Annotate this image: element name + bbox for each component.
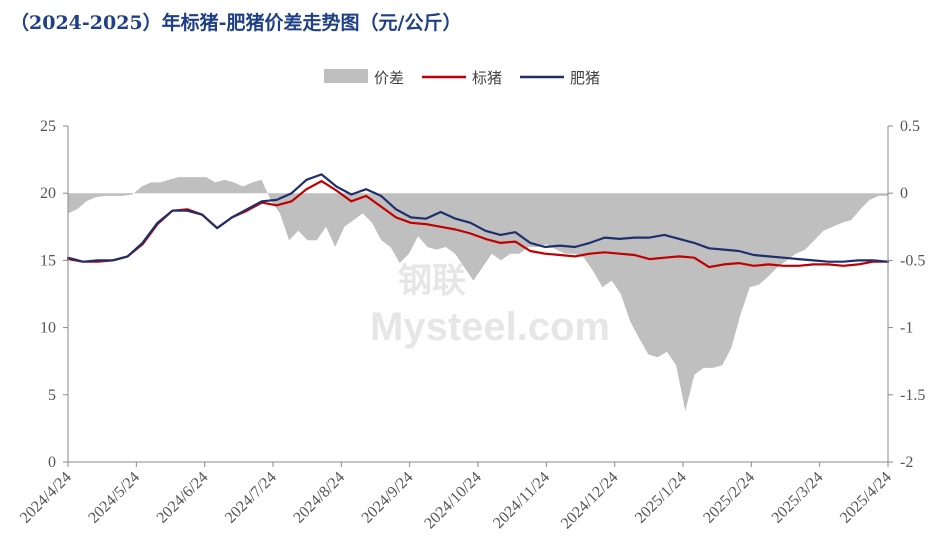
left-tick-label: 25	[40, 118, 56, 135]
x-tick-label: 2024/5/24	[85, 469, 143, 527]
legend-label-1: 价差	[374, 69, 404, 87]
legend-swatch-area	[324, 69, 368, 83]
right-tick-label: 0	[900, 185, 908, 202]
legend-label-2: 标猪	[472, 69, 502, 87]
right-tick-label: -0.5	[900, 252, 925, 269]
left-tick-label: 20	[40, 185, 56, 202]
legend: 价差 标猪 肥猪	[324, 69, 600, 87]
legend-label-3: 肥猪	[570, 69, 600, 87]
x-tick-label: 2024/9/24	[359, 469, 417, 527]
left-tick-label: 0	[48, 454, 56, 471]
price-lines-layer	[66, 173, 890, 269]
right-tick-label: 0.5	[900, 118, 920, 135]
x-tick-label: 2025/1/24	[632, 469, 690, 527]
left-tick-label: 15	[40, 252, 56, 269]
watermark-site-text: Mysteel.com	[370, 305, 610, 349]
x-tick-label: 2024/7/24	[222, 469, 280, 527]
x-tick-label: 2024/11/24	[490, 469, 553, 532]
x-tick-label: 2024/10/24	[421, 469, 485, 533]
x-tick-label: 2025/4/24	[837, 469, 895, 527]
watermark: 钢联 Mysteel.com	[370, 261, 610, 349]
watermark-logo-text: 钢联	[398, 261, 466, 301]
x-tick-label: 2024/12/24	[558, 469, 622, 533]
series-spread-area	[68, 177, 888, 411]
left-tick-label: 5	[48, 387, 56, 404]
x-tick-label: 2024/6/24	[154, 469, 212, 527]
right-tick-label: -1.5	[900, 387, 925, 404]
right-tick-label: -1	[900, 320, 913, 337]
x-tick-label: 2024/8/24	[290, 469, 348, 527]
x-tick-label: 2024/4/24	[17, 469, 75, 527]
x-tick-label: 2025/2/24	[700, 469, 758, 527]
chart-title: （2024-2025）年标猪-肥猪价差走势图（元/公斤）	[10, 12, 462, 34]
series-line-2	[66, 173, 890, 263]
left-tick-label: 10	[40, 320, 56, 337]
x-tick-label: 2025/3/24	[769, 469, 827, 527]
spread-area-layer	[68, 177, 888, 411]
right-tick-label: -2	[900, 454, 913, 471]
